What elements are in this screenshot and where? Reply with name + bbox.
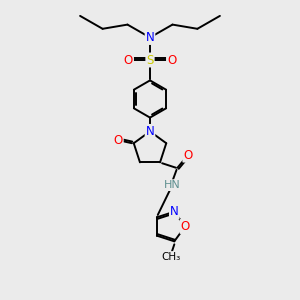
Text: N: N <box>170 205 179 218</box>
Text: HN: HN <box>164 180 180 190</box>
Text: O: O <box>181 220 190 233</box>
Text: O: O <box>113 134 123 147</box>
Text: N: N <box>146 125 154 138</box>
Text: CH₃: CH₃ <box>162 252 181 262</box>
Text: O: O <box>183 148 193 162</box>
Text: N: N <box>146 31 154 44</box>
Text: S: S <box>146 53 154 67</box>
Text: O: O <box>124 53 133 67</box>
Text: O: O <box>167 53 176 67</box>
